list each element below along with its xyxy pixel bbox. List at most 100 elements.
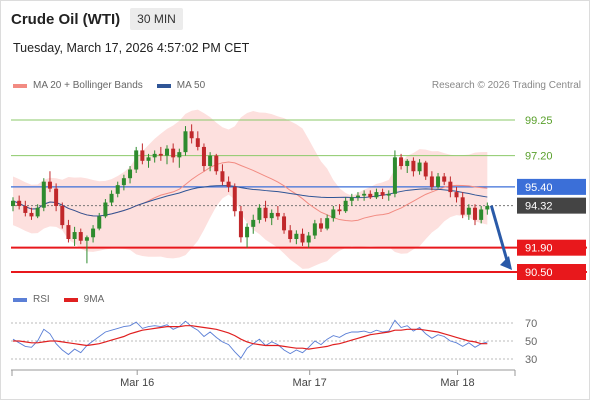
candle: [294, 230, 299, 245]
x-axis: Mar 16 Mar 17 Mar 18: [11, 369, 516, 389]
candle-body: [429, 176, 434, 187]
rsi-tick-50: 50: [525, 336, 537, 348]
candle: [325, 214, 330, 231]
candle: [275, 205, 280, 220]
candle: [423, 160, 428, 180]
candle: [442, 172, 447, 186]
candle: [454, 186, 459, 203]
legend-item-9ma: 9MA: [63, 294, 104, 305]
price-legend: MA 20 + Bollinger Bands MA 50: [13, 80, 219, 91]
level-label-95.40: 95.40: [525, 182, 553, 194]
candle-body: [29, 212, 34, 217]
level-label-99.25: 99.25: [525, 115, 553, 127]
legend-swatch-9ma: [63, 297, 78, 302]
candle: [232, 183, 237, 217]
candle-body: [386, 193, 391, 196]
candle-body: [201, 146, 206, 167]
legend-label-ma50: MA 50: [176, 80, 206, 91]
candle: [158, 146, 163, 161]
level-badge-95.40: [517, 178, 586, 195]
candle-body: [109, 193, 114, 203]
candle-body: [189, 131, 194, 139]
candle-body: [269, 212, 274, 219]
candle-body: [11, 200, 15, 206]
candle-body: [152, 153, 157, 158]
level-badge-94.32: [517, 197, 586, 214]
candle-body: [171, 148, 176, 158]
legend-item-ma20: MA 20 + Bollinger Bands: [13, 80, 143, 91]
rsi-series-rsi: [12, 319, 488, 359]
level-badge-90.50: [517, 264, 586, 280]
candle: [128, 166, 133, 184]
candle-body: [275, 212, 280, 217]
candle: [152, 150, 157, 163]
candle: [29, 207, 34, 220]
candle-body: [226, 181, 231, 187]
candle: [466, 204, 471, 220]
candle-body: [158, 153, 163, 156]
candle-body: [220, 171, 225, 182]
candle-body: [374, 192, 379, 198]
legend-swatch-ma50: [156, 83, 171, 88]
legend-label-ma20: MA 20 + Bollinger Bands: [33, 80, 143, 91]
candle: [189, 124, 194, 144]
candle-body: [460, 197, 465, 215]
level-label-90.50: 90.50: [525, 267, 553, 279]
candle-body: [134, 150, 139, 170]
candle: [392, 150, 397, 198]
candle-body: [97, 216, 102, 229]
candle-body: [466, 207, 471, 215]
instrument-title: Crude Oil (WTI): [11, 10, 121, 28]
candle: [177, 148, 182, 168]
candle-body: [47, 181, 52, 189]
x-tick-label: Mar 18: [440, 377, 474, 389]
candle: [312, 219, 317, 239]
candle: [115, 181, 120, 198]
candle: [429, 171, 434, 191]
candle: [368, 190, 373, 200]
candle-body: [485, 205, 490, 210]
candle: [97, 212, 102, 231]
candle: [337, 204, 342, 215]
candle: [91, 225, 96, 243]
candle: [109, 190, 114, 206]
candle-body: [282, 216, 287, 231]
candle-body: [103, 202, 108, 217]
forecast-arrow-line: [489, 205, 510, 265]
candle-body: [343, 200, 348, 212]
candle: [84, 235, 89, 264]
candle: [386, 190, 391, 201]
candle-body: [84, 237, 89, 241]
candle: [251, 214, 256, 234]
candle-body: [232, 186, 237, 212]
candle: [41, 178, 46, 212]
candle-body: [208, 155, 213, 167]
candle: [208, 152, 213, 172]
forecast-arrow-head: [500, 256, 512, 270]
legend-label-rsi: RSI: [33, 294, 50, 305]
candle-body: [165, 148, 169, 156]
candle: [165, 145, 169, 165]
level-label-94.32: 94.32: [525, 201, 553, 213]
candle-body: [448, 181, 453, 193]
candle-body: [41, 181, 46, 208]
candle: [220, 164, 225, 186]
rsi-legend: RSI 9MA: [13, 294, 118, 305]
legend-item-rsi: RSI: [13, 294, 50, 305]
candle: [257, 204, 262, 224]
candle-body: [115, 185, 120, 194]
legend-swatch-ma20: [13, 83, 27, 88]
candle-body: [355, 195, 360, 198]
candle: [201, 143, 206, 172]
candle: [238, 205, 243, 243]
candle-body: [257, 207, 262, 220]
candle: [349, 193, 354, 206]
candle: [319, 218, 323, 233]
candle: [214, 153, 219, 175]
candle-body: [417, 162, 422, 172]
candle-body: [72, 232, 77, 239]
timeframe-button[interactable]: 30 MIN: [130, 8, 183, 30]
candle: [245, 223, 250, 248]
candle-body: [66, 225, 71, 239]
